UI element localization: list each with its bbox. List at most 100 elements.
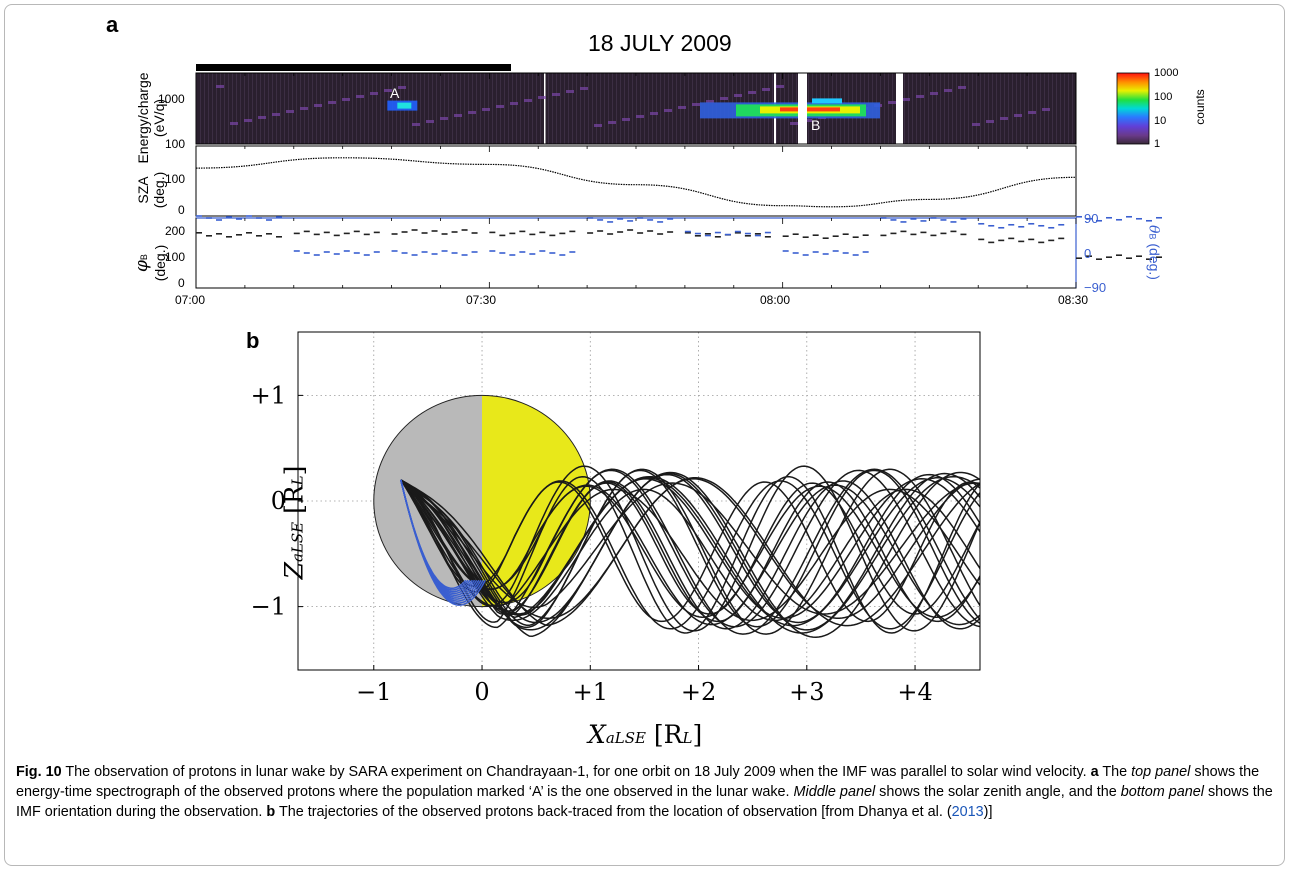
spectrogram-stripe	[616, 73, 617, 144]
spectrogram-stripe	[288, 73, 289, 144]
spectrogram-pixel	[888, 101, 896, 104]
spectrogram-stripe	[572, 73, 573, 144]
trajectory-black	[400, 469, 980, 628]
spectrogram-ytick-100: 100	[165, 137, 186, 151]
spectrogram-stripe	[624, 73, 625, 144]
spectrogram-stripe	[352, 73, 353, 144]
spectrogram-stripe	[456, 73, 457, 144]
spectrogram-pixel	[608, 121, 616, 124]
spectrogram-stripe	[1028, 73, 1029, 144]
trajectory-black	[400, 465, 980, 632]
caption-a-label: a	[1090, 764, 1099, 780]
spectrogram-pixel	[258, 116, 266, 119]
spectrogram-stripe	[940, 73, 941, 144]
caption-text-1: The observation of protons in lunar wake…	[65, 764, 1087, 780]
spectrogram-stripe	[508, 73, 509, 144]
spectrogram-stripe	[952, 73, 953, 144]
caption-bottom-panel: bottom panel	[1120, 784, 1204, 800]
trajectory-black	[400, 471, 980, 639]
spectrogram-stripe	[648, 73, 649, 144]
colorbar-label: counts	[1193, 89, 1207, 125]
spectrogram-stripe	[1056, 73, 1057, 144]
imf-right-ytick-0: 0	[1084, 246, 1092, 261]
spectrogram-stripe	[360, 73, 361, 144]
spectrogram-stripe	[568, 73, 569, 144]
spectrogram-stripe	[588, 73, 589, 144]
spectrogram-pixel	[384, 89, 392, 92]
caption-text-3: shows the energy-time spectrograph of th…	[16, 764, 1260, 800]
spectrogram-stripe	[1004, 73, 1005, 144]
spectrogram-stripe	[884, 73, 885, 144]
spectrogram-stripe	[640, 73, 641, 144]
spectrogram-stripe	[576, 73, 577, 144]
spectrogram-stripe	[888, 73, 889, 144]
spectrogram-stripe	[208, 73, 209, 144]
spectrogram-gap	[798, 73, 807, 144]
spectrogram-stripe	[268, 73, 269, 144]
spectrogram-stripe	[1040, 73, 1041, 144]
sza-ytick-0: 0	[178, 203, 185, 217]
spectrogram-stripe	[984, 73, 985, 144]
spectrogram-stripe	[932, 73, 933, 144]
spectrogram-stripe	[976, 73, 977, 144]
spectrogram-stripe	[632, 73, 633, 144]
spectrogram-stripe	[1064, 73, 1065, 144]
panel-a-label: a	[106, 12, 119, 37]
spectrogram-stripe	[200, 73, 201, 144]
spectrogram-pixel	[454, 114, 462, 117]
spectrogram-stripe	[664, 73, 665, 144]
spectrogram-stripe	[536, 73, 537, 144]
spectrogram-stripe	[284, 73, 285, 144]
sza-ytick-100: 100	[165, 172, 186, 186]
spectrogram-stripe	[1032, 73, 1033, 144]
spectrogram-pixel	[412, 123, 420, 126]
spectrogram-pixel	[216, 85, 224, 88]
annotation-b: B	[811, 117, 820, 133]
spectrogram-stripe	[264, 73, 265, 144]
z-unit-sub: L	[288, 475, 307, 486]
spectrogram-stripe	[628, 73, 629, 144]
spectrogram-pixel	[538, 96, 546, 99]
caption-text-5: shows the IMF orientation during the obs…	[16, 784, 1273, 820]
spectrogram-stripe	[996, 73, 997, 144]
spectrogram-pixel	[468, 111, 476, 114]
feature-b-upper	[812, 98, 842, 104]
spectrogram-stripe	[528, 73, 529, 144]
spectrogram-pixel	[986, 120, 994, 123]
spectrogram-stripe	[376, 73, 377, 144]
colorbar	[1116, 72, 1150, 145]
spectrogram-pixel	[342, 98, 350, 101]
spectrogram-stripe	[460, 73, 461, 144]
panel-b-label: b	[246, 328, 260, 353]
spectrogram-stripe	[224, 73, 225, 144]
spectrogram-pixel	[916, 95, 924, 98]
caption-text-6: The trajectories of the observed protons…	[278, 804, 952, 820]
spectrogram-pixel	[944, 89, 952, 92]
spectrogram-pixel	[678, 106, 686, 109]
caption-ref-link[interactable]: 2013	[951, 804, 984, 820]
caption-b-label: b	[266, 804, 276, 820]
trajectory-xtick: −1	[356, 678, 391, 706]
spectrogram-stripe	[928, 73, 929, 144]
spectrogram-stripe	[936, 73, 937, 144]
spectrogram-pixel	[272, 113, 280, 116]
spectrogram-stripe	[592, 73, 593, 144]
spectrogram-stripe	[440, 73, 441, 144]
spectrogram-stripe	[248, 73, 249, 144]
spectrogram-pixel	[706, 100, 714, 103]
imf-right-ytick-minus90: −90	[1084, 280, 1107, 295]
trajectory-black	[400, 479, 980, 615]
panel-a-plots: A B	[195, 64, 1162, 289]
spectrogram-pixel	[720, 97, 728, 100]
spectrogram-stripe	[600, 73, 601, 144]
trajectory-black	[400, 479, 980, 630]
spectrogram-stripe	[432, 73, 433, 144]
spectrogram-stripe	[344, 73, 345, 144]
theta-symbol: θ	[1145, 225, 1162, 234]
spectrogram-stripe	[1020, 73, 1021, 144]
colorbar-tick-1: 1	[1154, 138, 1161, 150]
spectrogram-stripe	[244, 73, 245, 144]
spectrogram-stripe	[452, 73, 453, 144]
spectrogram-stripe	[252, 73, 253, 144]
caption-fig-label: Fig. 10	[16, 764, 62, 780]
